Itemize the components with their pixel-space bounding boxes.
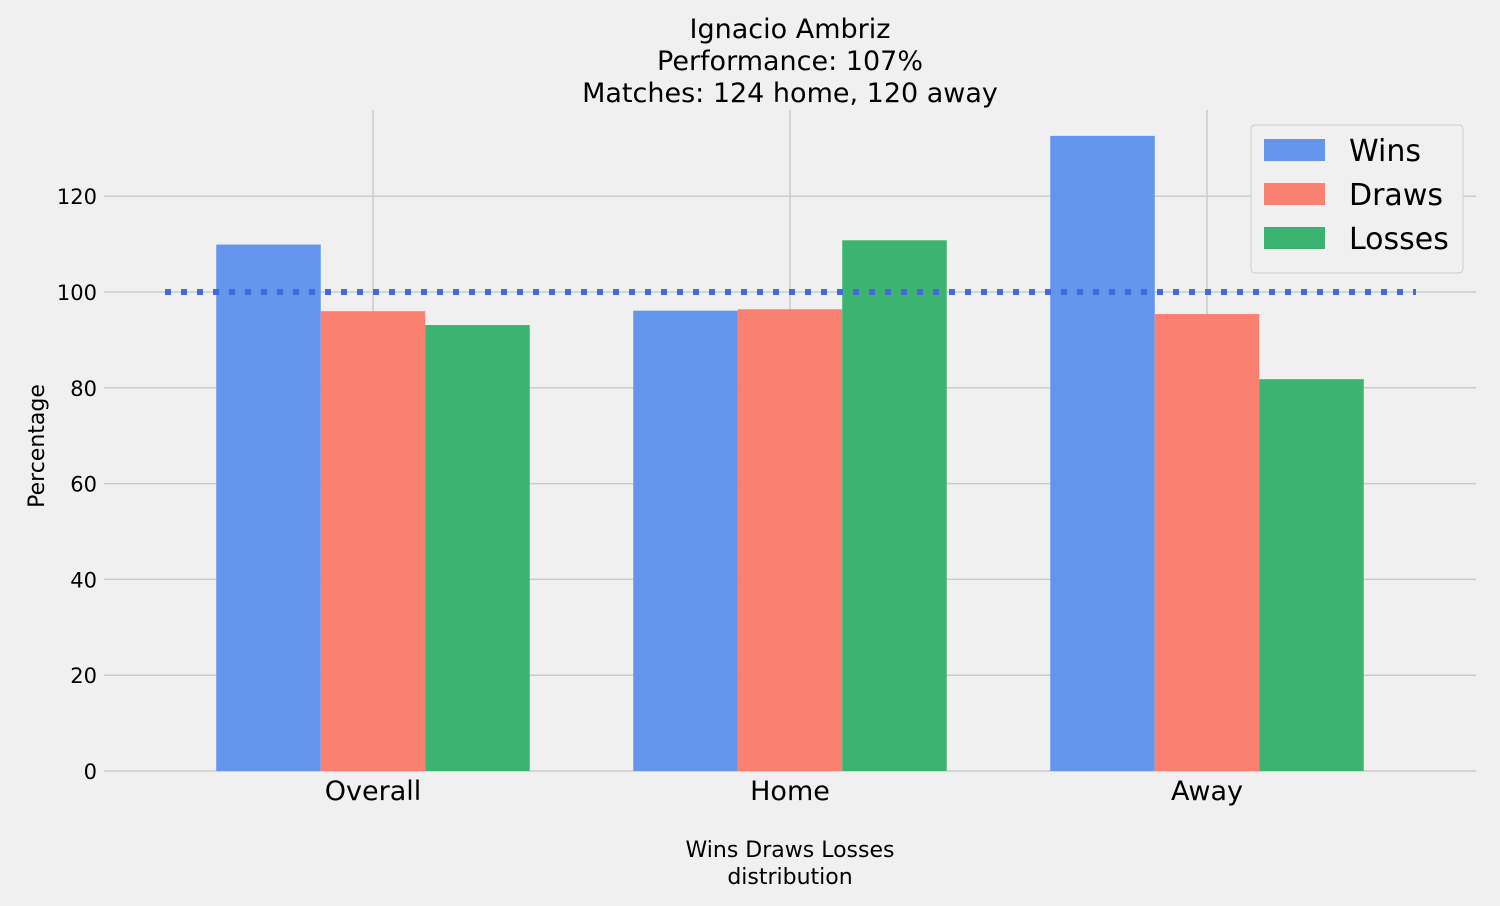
legend-swatch-draws (1264, 183, 1325, 205)
legend-swatch-wins (1264, 139, 1325, 161)
bar-losses-away (1259, 379, 1364, 771)
x-tick-label: Overall (325, 776, 422, 807)
legend-swatch-losses (1264, 227, 1325, 249)
x-axis-label-line-2: distribution (727, 865, 852, 890)
title-line-3: Matches: 124 home, 120 away (582, 78, 998, 109)
title-line-2: Performance: 107% (657, 46, 923, 77)
bar-losses-home (842, 240, 947, 771)
x-axis-label-line-1: Wins Draws Losses (686, 838, 895, 863)
y-tick-label: 60 (70, 473, 97, 497)
y-tick-label: 80 (70, 377, 97, 401)
x-axis-label: Wins Draws Losses distribution (686, 838, 895, 890)
bars (216, 135, 1364, 772)
y-tick-label: 100 (57, 281, 97, 305)
bar-draws-away (1154, 314, 1260, 771)
bar-draws-overall (320, 311, 426, 771)
x-tick-label: Home (750, 776, 830, 807)
chart-title: Ignacio Ambriz Performance: 107% Matches… (582, 14, 998, 109)
title-line-1: Ignacio Ambriz (690, 14, 891, 45)
legend-label-wins: Wins (1349, 134, 1421, 169)
bar-draws-home (737, 309, 843, 771)
y-tick-label: 20 (70, 664, 97, 688)
legend: Wins Draws Losses (1250, 124, 1464, 274)
y-tick-label: 120 (57, 185, 97, 209)
bar-wins-away (1050, 135, 1155, 771)
y-tick-label: 0 (84, 760, 97, 784)
legend-label-losses: Losses (1349, 222, 1449, 257)
y-axis-label: Percentage (25, 384, 50, 508)
axes: 0 20 40 60 80 100 120 Overall Home Away (57, 185, 1243, 807)
bar-losses-overall (425, 325, 530, 771)
x-tick-label: Away (1171, 776, 1243, 807)
bar-wins-overall (216, 244, 321, 772)
legend-label-draws: Draws (1349, 178, 1443, 213)
bar-wins-home (633, 310, 738, 771)
y-tick-label: 40 (70, 568, 97, 592)
